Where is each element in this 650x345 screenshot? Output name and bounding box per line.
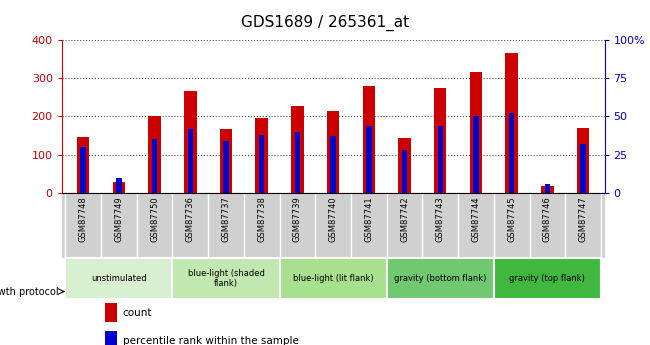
Bar bbox=[327, 111, 339, 193]
Bar bbox=[81, 147, 86, 193]
Bar bbox=[398, 138, 411, 193]
Bar bbox=[188, 129, 193, 193]
Bar bbox=[112, 181, 125, 193]
Text: GSM87741: GSM87741 bbox=[365, 196, 373, 242]
Bar bbox=[105, 303, 117, 322]
Text: GSM87736: GSM87736 bbox=[186, 196, 195, 242]
Text: blue-light (lit flank): blue-light (lit flank) bbox=[292, 274, 374, 283]
Text: unstimulated: unstimulated bbox=[91, 274, 147, 283]
Bar bbox=[541, 186, 554, 193]
Bar bbox=[330, 136, 336, 193]
Text: GSM87740: GSM87740 bbox=[329, 196, 337, 242]
Text: GSM87749: GSM87749 bbox=[114, 196, 124, 242]
Text: GSM87745: GSM87745 bbox=[507, 196, 516, 242]
Bar bbox=[172, 258, 280, 299]
Bar bbox=[77, 137, 90, 193]
Bar bbox=[224, 141, 229, 193]
Bar bbox=[116, 178, 122, 193]
Bar bbox=[577, 128, 590, 193]
Bar bbox=[473, 116, 478, 193]
Bar bbox=[259, 135, 265, 193]
Text: GSM87746: GSM87746 bbox=[543, 196, 552, 242]
Bar bbox=[494, 258, 601, 299]
Text: growth protocol: growth protocol bbox=[0, 287, 58, 296]
Bar bbox=[506, 53, 518, 193]
Text: GSM87747: GSM87747 bbox=[578, 196, 588, 242]
Bar bbox=[366, 126, 372, 193]
Text: GSM87750: GSM87750 bbox=[150, 196, 159, 242]
Bar bbox=[255, 118, 268, 193]
Text: GSM87739: GSM87739 bbox=[293, 196, 302, 242]
Bar bbox=[580, 144, 586, 193]
Text: percentile rank within the sample: percentile rank within the sample bbox=[123, 336, 298, 345]
Bar bbox=[434, 88, 447, 193]
Bar bbox=[545, 184, 550, 193]
Bar bbox=[148, 116, 161, 193]
Bar bbox=[294, 132, 300, 193]
Bar bbox=[105, 331, 117, 345]
Bar bbox=[363, 86, 375, 193]
Text: gravity (bottom flank): gravity (bottom flank) bbox=[394, 274, 486, 283]
Bar bbox=[402, 150, 407, 193]
Bar bbox=[184, 91, 196, 193]
Bar bbox=[470, 72, 482, 193]
Text: count: count bbox=[123, 308, 152, 318]
Bar bbox=[220, 129, 232, 193]
Bar bbox=[291, 106, 304, 193]
Bar bbox=[387, 258, 494, 299]
Bar bbox=[65, 258, 172, 299]
Text: gravity (top flank): gravity (top flank) bbox=[510, 274, 585, 283]
Text: GSM87738: GSM87738 bbox=[257, 196, 266, 242]
Text: GDS1689 / 265361_at: GDS1689 / 265361_at bbox=[241, 14, 409, 30]
Bar bbox=[509, 113, 514, 193]
Text: GSM87744: GSM87744 bbox=[471, 196, 480, 242]
Text: GSM87743: GSM87743 bbox=[436, 196, 445, 242]
Bar bbox=[437, 126, 443, 193]
Text: blue-light (shaded
flank): blue-light (shaded flank) bbox=[188, 269, 265, 288]
Bar bbox=[280, 258, 387, 299]
Text: GSM87748: GSM87748 bbox=[79, 196, 88, 242]
Text: GSM87742: GSM87742 bbox=[400, 196, 409, 242]
Bar bbox=[152, 139, 157, 193]
Text: GSM87737: GSM87737 bbox=[222, 196, 231, 242]
